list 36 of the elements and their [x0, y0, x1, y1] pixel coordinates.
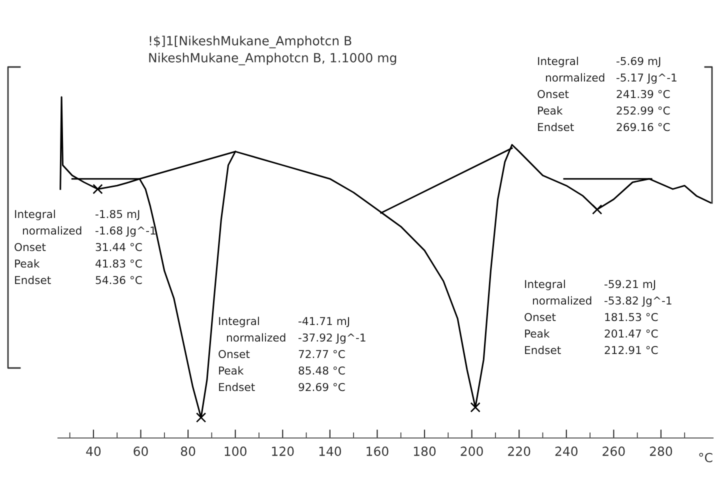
x-tick-label: 120: [272, 446, 294, 456]
x-tick-label: 100: [224, 446, 246, 456]
text: Peak 252.99 °C: [538, 106, 670, 115]
x-axis-title: °C: [699, 452, 712, 462]
text: Peak 201.47 °C: [525, 329, 658, 338]
text: normalized -53.82 Jg^-1: [532, 296, 672, 307]
text: Endset 54.36 °C: [15, 276, 142, 284]
x-tick-label: 220: [508, 446, 530, 456]
text: Onset 31.44 °C: [14, 242, 142, 252]
text: normalized -1.68 Jg^-1: [22, 226, 156, 237]
chart-title: !$]1[NikeshMukane_Amphotcn B: [150, 36, 352, 48]
text: Integral -41.71 mJ: [219, 316, 350, 328]
text: Endset 212.91 °C: [525, 346, 658, 354]
text: Onset 72.77 °C: [218, 350, 345, 358]
x-tick-label: 160: [366, 446, 388, 456]
x-tick-label: 80: [180, 446, 196, 456]
text: Integral -1.85 mJ: [15, 210, 140, 220]
x-tick-label: 240: [555, 446, 578, 456]
x-tick-label: 260: [602, 446, 625, 456]
text: Integral -5.69 mJ: [538, 56, 660, 68]
text: normalized -5.17 Jg^-1: [546, 73, 676, 84]
x-tick-label: 140: [319, 446, 342, 456]
text: Peak 41.83 °C: [15, 259, 142, 268]
x-tick-label: 40: [86, 446, 101, 456]
x-tick-label: 60: [134, 446, 148, 456]
text: Integral -59.21 mJ: [525, 280, 656, 290]
text: Onset 181.53 °C: [524, 312, 658, 322]
chart-subtitle: NikeshMukane_Amphotcn B, 1.1000 mg: [149, 52, 396, 66]
text: Peak 85.48 °C: [219, 366, 345, 375]
x-tick-label: 200: [460, 446, 483, 456]
text: Onset 241.39 °C: [538, 90, 670, 98]
text: normalized -37.92 Jg^-1: [226, 333, 366, 344]
x-tick-label: 180: [414, 446, 436, 456]
text: Endset 92.69 °C: [219, 382, 345, 392]
x-tick-label: 280: [650, 446, 672, 456]
text: Endset 269.16 °C: [538, 122, 670, 132]
